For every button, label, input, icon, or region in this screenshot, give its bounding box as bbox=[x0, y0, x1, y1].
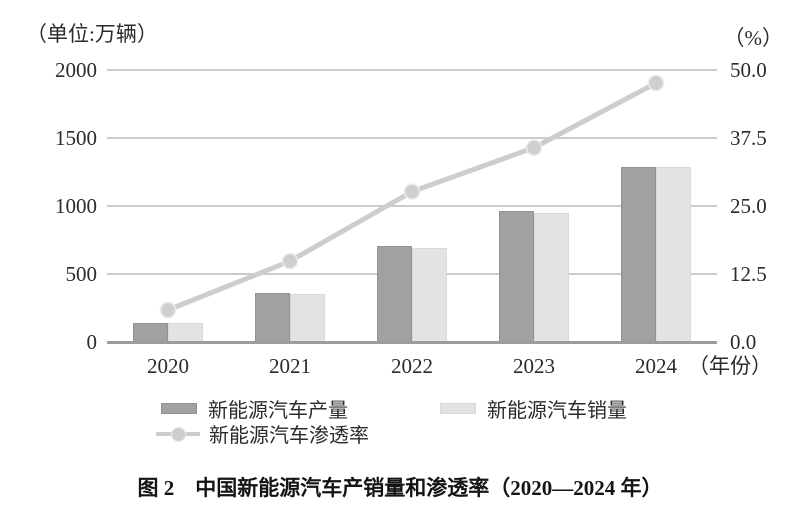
penetration-swatch-icon bbox=[156, 427, 200, 442]
sales-bar bbox=[534, 212, 569, 342]
x-axis-label: 2021 bbox=[269, 354, 311, 378]
legend-item-sales: 新能源汽车销量 bbox=[440, 394, 627, 423]
production-bar bbox=[133, 322, 168, 342]
left-axis-unit-label: （单位:万辆） bbox=[26, 22, 158, 46]
gridline bbox=[107, 69, 717, 71]
y-axis-tick-label: 0 bbox=[86, 329, 98, 354]
sales-bar bbox=[290, 293, 325, 342]
right-axis-tick-label: 50.0 bbox=[730, 58, 767, 82]
right-axis-tick-label: 12.5 bbox=[730, 261, 767, 286]
legend-item-penetration: 新能源汽车渗透率 bbox=[156, 419, 369, 448]
production-swatch-icon bbox=[161, 403, 197, 414]
sales-bar bbox=[656, 166, 691, 342]
right-axis-unit-label: （%） bbox=[723, 26, 784, 50]
x-axis-unit-label: （年份） bbox=[688, 354, 772, 378]
y-axis-tick-label: 1500 bbox=[55, 125, 97, 150]
y-axis-tick-label: 500 bbox=[65, 261, 98, 286]
production-bar bbox=[621, 166, 656, 342]
penetration-marker bbox=[525, 139, 543, 156]
y-axis-tick-label: 1000 bbox=[55, 193, 97, 218]
y-axis-tick-label: 2000 bbox=[55, 58, 97, 82]
penetration-marker bbox=[647, 74, 665, 92]
x-axis-label: 2023 bbox=[513, 354, 555, 378]
right-axis-tick-label: 25.0 bbox=[730, 193, 767, 218]
legend-label-production: 新能源汽车产量 bbox=[208, 400, 348, 422]
figure-caption: 图 2 中国新能源汽车产销量和渗透率（2020—2024 年） bbox=[137, 476, 663, 500]
sales-bar bbox=[412, 248, 447, 342]
penetration-marker bbox=[403, 183, 421, 200]
x-axis-label: 2020 bbox=[147, 354, 189, 378]
production-bar bbox=[255, 293, 290, 342]
sales-swatch-icon bbox=[440, 403, 476, 414]
legend-label-sales: 新能源汽车销量 bbox=[487, 400, 627, 422]
production-bar bbox=[377, 245, 412, 342]
production-bar bbox=[499, 211, 534, 342]
x-axis-baseline bbox=[107, 340, 717, 344]
penetration-marker bbox=[281, 252, 299, 270]
right-axis-tick-label: 0.0 bbox=[730, 329, 757, 354]
legend-item-production: 新能源汽车产量 bbox=[161, 394, 348, 423]
penetration-marker bbox=[159, 301, 177, 319]
gridline bbox=[107, 136, 717, 139]
x-axis-label: 2022 bbox=[391, 354, 433, 378]
legend-label-penetration: 新能源汽车渗透率 bbox=[209, 425, 369, 447]
x-axis-label: 2024 bbox=[635, 354, 677, 378]
right-axis-tick-label: 37.5 bbox=[730, 125, 767, 150]
sales-bar bbox=[168, 322, 203, 342]
